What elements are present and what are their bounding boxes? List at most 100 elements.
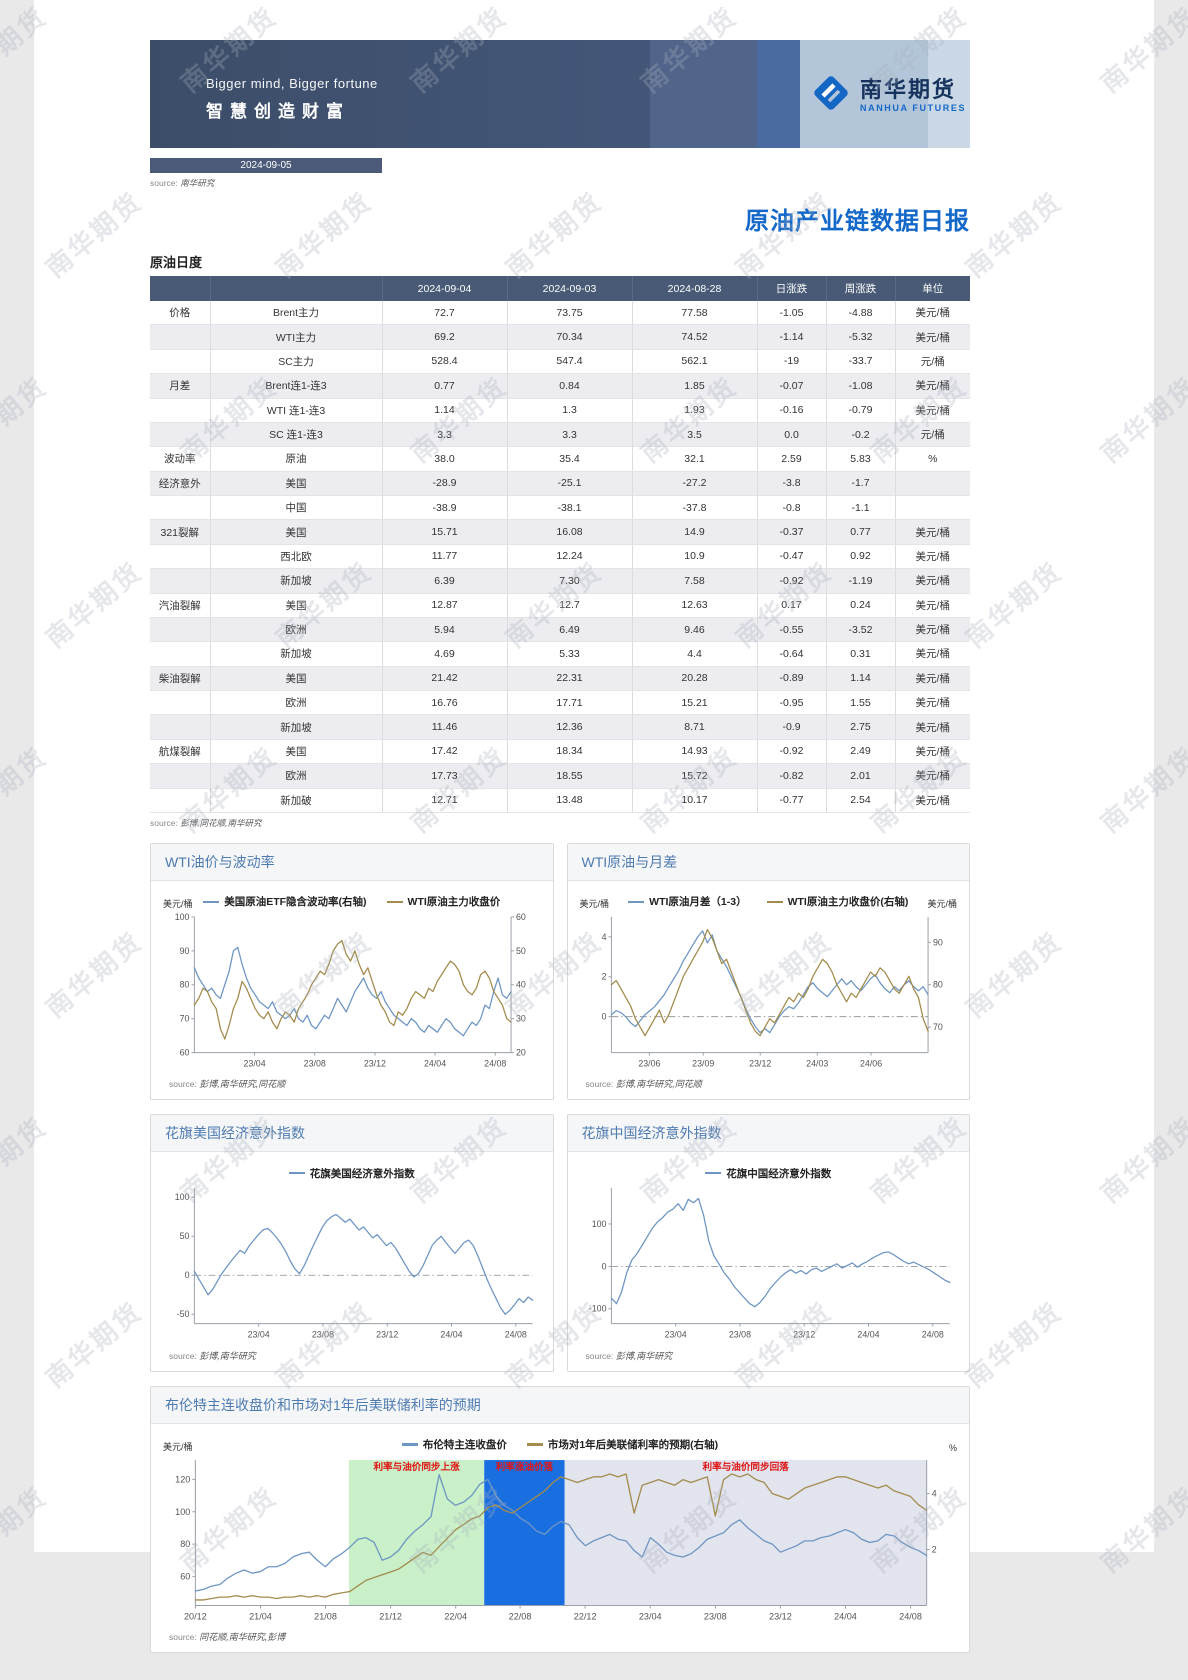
table-cell: -27.2 xyxy=(631,471,757,497)
slogan-cn: 智慧创造财富 xyxy=(206,102,350,121)
panel-wti-spread: WTI原油与月差 美元/桶 WTI原油月差（1-3） WTI原油主力收盘价(右轴)… xyxy=(566,842,970,1101)
table-cell xyxy=(150,714,210,740)
panel-brent-fed-rate: 布伦特主连收盘价和市场对1年后美联储利率的预期 美元/桶 布伦特主连收盘价 市场对… xyxy=(150,1385,970,1654)
svg-text:23/12: 23/12 xyxy=(364,1058,386,1068)
table-row: 价格 Brent主力 72.7 73.75 77.58 -1.05 -4.88 美元/桶 xyxy=(150,301,970,326)
table-cell: 1.55 xyxy=(825,690,895,716)
table-source-line: source: 彭博,同花顺,南华研究 xyxy=(150,817,970,829)
legend-item: 花旗美国经济意外指数 xyxy=(288,1166,415,1181)
chart-canvas: 4 2 0 90 80 70 23/06 23/09 23/12 24/03 24/06 xyxy=(601,916,942,1068)
table-cell: 0.84 xyxy=(506,373,632,399)
legend-label: WTI原油月差（1-3） xyxy=(649,896,747,909)
table-cell: 3.3 xyxy=(506,422,632,448)
table-cell: -0.89 xyxy=(756,666,826,692)
table-cell: 元/桶 xyxy=(894,349,970,375)
table-row: WTI主力 69.2 70.34 74.52 -1.14 -5.32 美元/桶 xyxy=(150,324,970,350)
table-cell: -0.79 xyxy=(825,398,895,423)
table-cell: 4.4 xyxy=(631,641,757,667)
table-cell xyxy=(150,690,210,716)
table-cell: 新加坡 xyxy=(209,568,382,594)
table-cell: 0.77 xyxy=(381,373,507,399)
table-cell xyxy=(150,324,210,350)
table-cell: 美元/桶 xyxy=(894,519,970,545)
svg-text:23/08: 23/08 xyxy=(728,1330,750,1340)
svg-text:90: 90 xyxy=(932,937,942,947)
table-cell: 1.14 xyxy=(381,398,507,423)
table-cell: 美国 xyxy=(209,739,382,765)
right-axis-unit: 美元/桶 xyxy=(927,898,957,909)
source-value: 彭博,南华研究,同花顺 xyxy=(199,1079,286,1090)
table-cell: Brent主力 xyxy=(209,301,382,326)
table-cell: 美元/桶 xyxy=(894,641,970,667)
legend-label: 市场对1年后美联储利率的预期(右轴) xyxy=(547,1439,719,1451)
table-header-cell: 日涨跌 xyxy=(756,276,826,301)
source-label: source: xyxy=(169,1350,197,1361)
table-header-cell: 2024-09-04 xyxy=(381,276,507,301)
table-cell: 美元/桶 xyxy=(894,617,970,643)
table-cell xyxy=(150,763,210,789)
table-cell: 10.9 xyxy=(631,544,757,570)
banner-block xyxy=(650,40,757,148)
source-value: 彭博,南华研究 xyxy=(615,1350,673,1361)
legend-label: 布伦特主连收盘价 xyxy=(422,1439,507,1451)
chart-source-line: source: 彭博,南华研究 xyxy=(151,1342,553,1371)
table-cell: 35.4 xyxy=(506,446,632,472)
svg-text:21/04: 21/04 xyxy=(249,1611,272,1621)
svg-text:2: 2 xyxy=(932,1544,937,1554)
table-section-title: 原油日度 xyxy=(150,255,203,270)
table-cell: 1.85 xyxy=(631,373,757,399)
table-cell: 17.73 xyxy=(381,763,507,789)
table-header-cell: 周涨跌 xyxy=(825,276,895,301)
table-cell: 欧洲 xyxy=(209,763,382,789)
logo-cn: 南华期货 xyxy=(860,76,957,102)
svg-text:60: 60 xyxy=(180,1047,190,1057)
svg-text:80: 80 xyxy=(932,980,942,990)
svg-text:0: 0 xyxy=(185,1270,190,1280)
table-cell xyxy=(894,495,970,521)
table-cell xyxy=(150,641,210,667)
legend-line-swatch xyxy=(401,1443,418,1446)
table-cell: -0.07 xyxy=(756,373,826,399)
table-cell: 321裂解 xyxy=(150,519,210,545)
source-value: 彭博,同花顺,南华研究 xyxy=(180,817,262,828)
svg-text:24/04: 24/04 xyxy=(834,1611,857,1621)
source-value: 南华研究 xyxy=(180,178,215,188)
table-cell: 美元/桶 xyxy=(894,739,970,765)
panel-wti-volatility: WTI油价与波动率 美元/桶 美国原油ETF隐含波动率(右轴) WTI原油主力收盘… xyxy=(150,842,554,1101)
legend-line-swatch xyxy=(628,900,645,904)
legend-label: 花旗美国经济意外指数 xyxy=(309,1167,415,1180)
table-row: 欧洲 16.76 17.71 15.21 -0.95 1.55 美元/桶 xyxy=(150,690,970,716)
table-cell: -3.52 xyxy=(825,617,895,643)
legend-label: 美国原油ETF隐含波动率(右轴) xyxy=(224,896,367,909)
table-cell: WTI 连1-连3 xyxy=(209,398,382,423)
table-cell: 新加坡 xyxy=(209,641,382,667)
table-cell: 14.9 xyxy=(631,519,757,545)
source-label: source: xyxy=(169,1079,197,1090)
table-cell: 6.39 xyxy=(381,568,507,594)
svg-text:23/04: 23/04 xyxy=(639,1611,662,1621)
svg-text:利率与油价同步回落: 利率与油价同步回落 xyxy=(702,1461,790,1473)
chart-canvas: 120 100 80 60 4 2 20/12 21/04 21/08 21/12 22/04 22/… xyxy=(175,1459,937,1621)
svg-text:100: 100 xyxy=(175,1506,190,1516)
table-header-cell: 2024-08-28 xyxy=(631,276,757,301)
table-cell: -37.8 xyxy=(631,495,757,521)
table-row: 321裂解 美国 15.71 16.08 14.9 -0.37 0.77 美元/桶 xyxy=(150,519,970,545)
panel-citi-us-surprise: 花旗美国经济意外指数 花旗美国经济意外指数 100 50 0 -50 23/04 23/0… xyxy=(150,1114,554,1372)
svg-text:23/12: 23/12 xyxy=(376,1330,398,1340)
source-value: 彭博,南华研究,同花顺 xyxy=(615,1079,702,1090)
svg-text:23/12: 23/12 xyxy=(793,1330,815,1340)
table-row: 西北欧 11.77 12.24 10.9 -0.47 0.92 美元/桶 xyxy=(150,544,970,570)
svg-text:-50: -50 xyxy=(177,1309,190,1319)
table-row: 欧洲 17.73 18.55 15.72 -0.82 2.01 美元/桶 xyxy=(150,763,970,789)
brand-slogan: Bigger mind, Bigger fortune 智慧创造财富 xyxy=(206,76,378,122)
svg-text:100: 100 xyxy=(591,1219,606,1229)
table-row: 经济意外 美国 -28.9 -25.1 -27.2 -3.8 -1.7 xyxy=(150,471,970,497)
logo-text: 南华期货 NANHUA FUTURES xyxy=(860,76,966,113)
table-cell: 柴油裂解 xyxy=(150,666,210,692)
svg-text:20: 20 xyxy=(516,1047,526,1057)
table-cell xyxy=(894,471,970,497)
chart-canvas: 100 50 0 -50 23/04 23/08 23/12 24/04 24/08 xyxy=(175,1188,534,1340)
table-cell: 美元/桶 xyxy=(894,593,970,618)
table-cell: -0.92 xyxy=(756,568,826,594)
table-row: 新加坡 6.39 7.30 7.58 -0.92 -1.19 美元/桶 xyxy=(150,568,970,594)
